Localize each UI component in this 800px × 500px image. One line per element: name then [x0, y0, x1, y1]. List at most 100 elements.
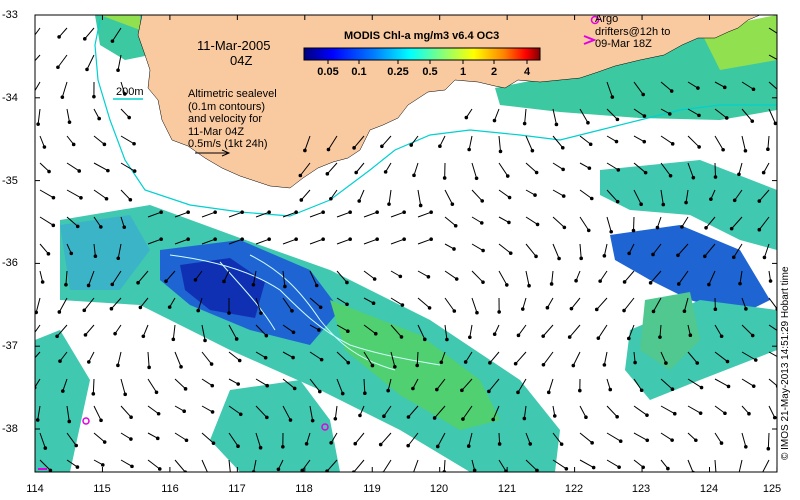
velocity-arrow-head [429, 237, 433, 241]
velocity-arrow [606, 81, 613, 98]
velocity-arrow-head [779, 90, 783, 94]
velocity-arrow [660, 162, 671, 177]
velocity-arrow [660, 405, 676, 415]
velocity-arrow [304, 135, 311, 151]
velocity-arrow [37, 405, 41, 421]
velocity-arrow [88, 270, 95, 286]
velocity-arrow [768, 27, 777, 34]
velocity-arrow-head [99, 225, 103, 229]
velocity-arrow [498, 270, 508, 286]
velocity-arrow [687, 81, 699, 89]
velocity-arrow-head [530, 148, 535, 153]
velocity-arrow [633, 162, 646, 174]
velocity-arrow [741, 351, 757, 361]
map-time: 04Z [230, 53, 253, 68]
velocity-arrow [147, 378, 157, 393]
velocity-arrow [579, 216, 590, 231]
velocity-arrow [228, 324, 238, 340]
velocity-arrow [606, 216, 612, 232]
velocity-arrow-head [554, 122, 559, 127]
velocity-arrow [471, 270, 484, 283]
velocity-arrow-head [345, 302, 349, 307]
velocity-arrow-head [698, 411, 703, 415]
x-tick-label: 122 [564, 483, 584, 495]
velocity-arrow-head [267, 237, 271, 241]
velocity-arrow [39, 216, 54, 226]
velocity-arrow-head [35, 310, 39, 315]
velocity-arrow [309, 270, 318, 286]
velocity-arrow [201, 351, 212, 365]
velocity-arrow-head [426, 274, 431, 279]
velocity-arrow [39, 189, 54, 199]
velocity-arrow-head [584, 415, 588, 420]
velocity-arrow [738, 459, 743, 472]
velocity-arrow-head [167, 305, 172, 309]
velocity-arrow [525, 270, 530, 286]
velocity-arrow-head [617, 465, 621, 469]
velocity-arrow-head [680, 225, 684, 229]
velocity-arrow [363, 378, 366, 394]
velocity-arrow [228, 351, 241, 361]
velocity-arrow [147, 211, 162, 218]
velocity-arrow-head [474, 176, 479, 181]
velocity-arrow [120, 378, 126, 395]
velocity-arrow [39, 432, 46, 449]
velocity-arrow [734, 189, 743, 201]
velocity-arrow-head [578, 388, 582, 393]
velocity-arrow [498, 216, 510, 223]
velocity-arrow [363, 324, 377, 335]
velocity-arrow-head [615, 414, 619, 419]
velocity-arrow [471, 216, 483, 224]
velocity-arrow [444, 297, 455, 312]
velocity-arrow-head [110, 282, 115, 287]
map-frame [34, 14, 778, 473]
velocity-arrow-head [453, 223, 458, 228]
velocity-arrow [704, 243, 716, 257]
velocity-arrow-head [696, 86, 700, 90]
velocity-arrow [606, 108, 618, 120]
velocity-arrow [62, 378, 68, 392]
velocity-arrow [768, 324, 777, 331]
velocity-arrow [498, 459, 507, 472]
velocity-arrow [228, 211, 243, 218]
velocity-arrow [714, 108, 728, 119]
velocity-arrow-head [591, 465, 596, 470]
velocity-arrow-head [661, 202, 666, 207]
velocity-arrow [443, 459, 446, 472]
velocity-arrow-head [697, 113, 701, 118]
velocity-arrow-head [655, 225, 660, 230]
velocity-arrow [552, 216, 565, 228]
velocity-arrow [768, 351, 777, 357]
velocity-arrow [517, 378, 527, 393]
velocity-arrow [223, 270, 230, 282]
velocity-arrow-head [461, 417, 465, 421]
velocity-arrow-head [55, 334, 59, 339]
velocity-arrow [328, 135, 338, 150]
velocity-arrow-head [664, 361, 668, 365]
velocity-arrow-head [738, 281, 742, 286]
velocity-arrow-head [207, 473, 211, 477]
velocity-arrow-head [491, 417, 495, 422]
velocity-arrow [579, 108, 589, 123]
velocity-arrow [86, 54, 95, 70]
velocity-arrow [252, 270, 257, 285]
velocity-arrow-head [721, 147, 725, 152]
velocity-arrow [112, 27, 122, 42]
velocity-arrow-head [488, 361, 492, 365]
velocity-arrow-head [141, 334, 146, 339]
velocity-arrow [228, 238, 243, 245]
velocity-arrow-head [676, 253, 680, 258]
velocity-arrow-head [534, 170, 539, 175]
velocity-arrow [548, 378, 554, 393]
x-tick-label: 123 [631, 483, 651, 495]
velocity-arrow [603, 351, 608, 365]
velocity-arrow [705, 216, 716, 229]
velocity-arrow [228, 432, 239, 447]
velocity-arrow [498, 243, 512, 254]
velocity-arrow [326, 162, 338, 175]
credit-text: © IMOS 21-May-2013 14:51:29 Hobart time [780, 266, 791, 460]
velocity-arrow [633, 135, 645, 143]
land-mass [137, 15, 761, 189]
velocity-arrow [309, 211, 324, 218]
velocity-arrow-head [534, 254, 538, 259]
